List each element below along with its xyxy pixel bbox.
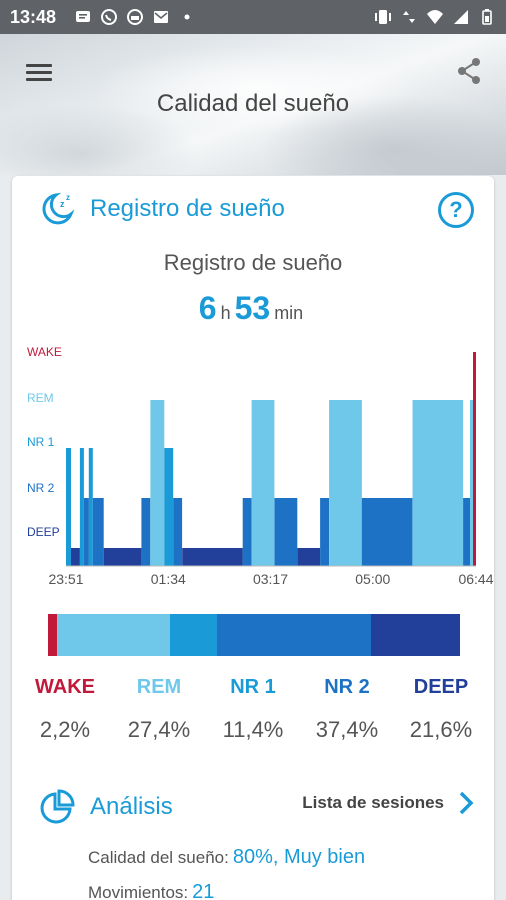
- status-time: 13:48: [10, 7, 57, 27]
- page-title: Calidad del sueño: [156, 90, 350, 117]
- legend-percent: 37,4%: [315, 717, 379, 742]
- legend-percent: 2,2%: [39, 717, 91, 742]
- legend-nr1: NR 1 11,4%: [207, 676, 299, 743]
- y-axis-label: NR 1: [27, 435, 55, 449]
- legend-label: WAKE: [35, 676, 95, 698]
- legend-wake: WAKE 2,2%: [19, 676, 111, 743]
- vibrate-icon: [375, 10, 391, 24]
- distribution-segment: [170, 614, 217, 656]
- duration-minutes: 53: [234, 290, 271, 326]
- legend-nr2: NR 2 37,4%: [301, 676, 393, 743]
- header-banner: Calidad del sueño: [0, 34, 506, 175]
- stage-segment: [71, 548, 80, 566]
- stage-segment: [251, 400, 275, 566]
- status-bar: 13:48: [0, 0, 506, 34]
- stage-segment: [103, 548, 142, 566]
- sessions-list-label: Lista de sesiones: [302, 793, 444, 812]
- stage-segment: [320, 498, 329, 566]
- legend-percent: 11,4%: [222, 717, 284, 742]
- battery-icon: [482, 9, 492, 25]
- analysis-header: Análisis: [38, 788, 173, 826]
- quality-row: Calidad del sueño: 80%, Muy bien: [88, 846, 365, 869]
- app-icon: [127, 9, 143, 25]
- movements-value: 21: [192, 881, 215, 900]
- stage-segment: [88, 448, 93, 566]
- moon-zz-icon: z z: [42, 192, 75, 225]
- stage-segment: [83, 498, 89, 566]
- mail-icon: [154, 11, 168, 23]
- sleep-duration: 6 h 53 min: [12, 290, 494, 327]
- stage-segment: [473, 352, 476, 566]
- y-axis-label: NR 2: [27, 481, 55, 495]
- distribution-segment: [48, 614, 58, 656]
- x-tick-label: 23:51: [48, 571, 83, 587]
- whatsapp-icon: [101, 9, 117, 25]
- stage-segment: [182, 548, 243, 566]
- hypnogram-chart: WAKE REM NR 1 NR 2 DEEP 23:51 01:34 03:17 05:00 0…: [27, 345, 494, 656]
- legend-label: NR 2: [324, 676, 370, 698]
- sessions-list-link[interactable]: Lista de sesiones: [302, 790, 474, 816]
- legend-percent: 21,6%: [409, 717, 473, 742]
- legend-percent: 27,4%: [127, 717, 191, 742]
- stage-segment: [297, 548, 321, 566]
- chart-title: Registro de sueño: [163, 250, 343, 275]
- quality-value: 80%, Muy bien: [232, 846, 366, 868]
- dot-icon: [184, 14, 190, 20]
- legend-label: DEEP: [413, 676, 469, 698]
- duration-minutes-unit: min: [274, 303, 304, 323]
- wifi-icon: [427, 10, 443, 24]
- svg-text:z: z: [66, 193, 70, 202]
- stage-segment: [412, 400, 464, 566]
- stage-segment: [361, 498, 413, 566]
- notification-icons: [74, 8, 196, 26]
- stage-segment: [66, 448, 71, 566]
- svg-text:z: z: [60, 199, 65, 209]
- sleep-section-title: Registro de sueño: [90, 195, 285, 222]
- duration-hours: 6: [198, 290, 217, 326]
- y-axis-label: REM: [27, 391, 54, 405]
- stage-segment: [329, 400, 362, 566]
- stage-segment: [150, 400, 165, 566]
- help-icon[interactable]: ?: [438, 192, 474, 228]
- legend-label: REM: [136, 676, 182, 698]
- stage-segment: [141, 498, 151, 566]
- sleep-section-header: z z Registro de sueño: [38, 190, 285, 228]
- legend-deep: DEEP 21,6%: [395, 676, 487, 743]
- y-axis-label: DEEP: [27, 525, 60, 539]
- stage-segment: [274, 498, 298, 566]
- movements-label: Movimientos:: [88, 883, 189, 900]
- chevron-right-icon: [459, 791, 474, 815]
- distribution-segment: [216, 614, 371, 656]
- x-tick-label: 05:00: [355, 571, 390, 587]
- legend-rem: REM 27,4%: [113, 676, 205, 743]
- x-tick-label: 03:17: [253, 571, 288, 587]
- message-icon: [76, 11, 90, 22]
- menu-icon[interactable]: [24, 60, 54, 86]
- duration-hours-unit: h: [220, 303, 231, 323]
- stage-segment: [164, 448, 174, 566]
- analysis-title: Análisis: [90, 793, 173, 820]
- stage-segment: [92, 498, 104, 566]
- system-icons: [374, 8, 496, 26]
- pie-chart-icon: [40, 789, 75, 824]
- legend-label: NR 1: [230, 676, 276, 698]
- sleep-card: z z Registro de sueño ? Registro de sueñ…: [12, 176, 494, 900]
- data-arrows-icon: [403, 11, 415, 23]
- distribution-segment: [371, 614, 460, 656]
- movements-row: Movimientos: 21: [88, 881, 214, 900]
- signal-icon: [454, 10, 468, 24]
- quality-label: Calidad del sueño:: [88, 848, 229, 867]
- stage-segment: [242, 498, 252, 566]
- share-icon[interactable]: [454, 56, 484, 86]
- x-tick-label: 06:44: [458, 571, 493, 587]
- stage-segment: [79, 448, 84, 566]
- y-axis-label: WAKE: [27, 345, 62, 359]
- stage-segment: [463, 498, 470, 566]
- stage-segment: [173, 498, 183, 566]
- stage-segment: [470, 400, 473, 566]
- distribution-segment: [57, 614, 170, 656]
- stage-legend: WAKE 2,2% REM 27,4% NR 1 11,4% NR 2 37,4…: [12, 676, 494, 743]
- x-tick-label: 01:34: [151, 571, 186, 587]
